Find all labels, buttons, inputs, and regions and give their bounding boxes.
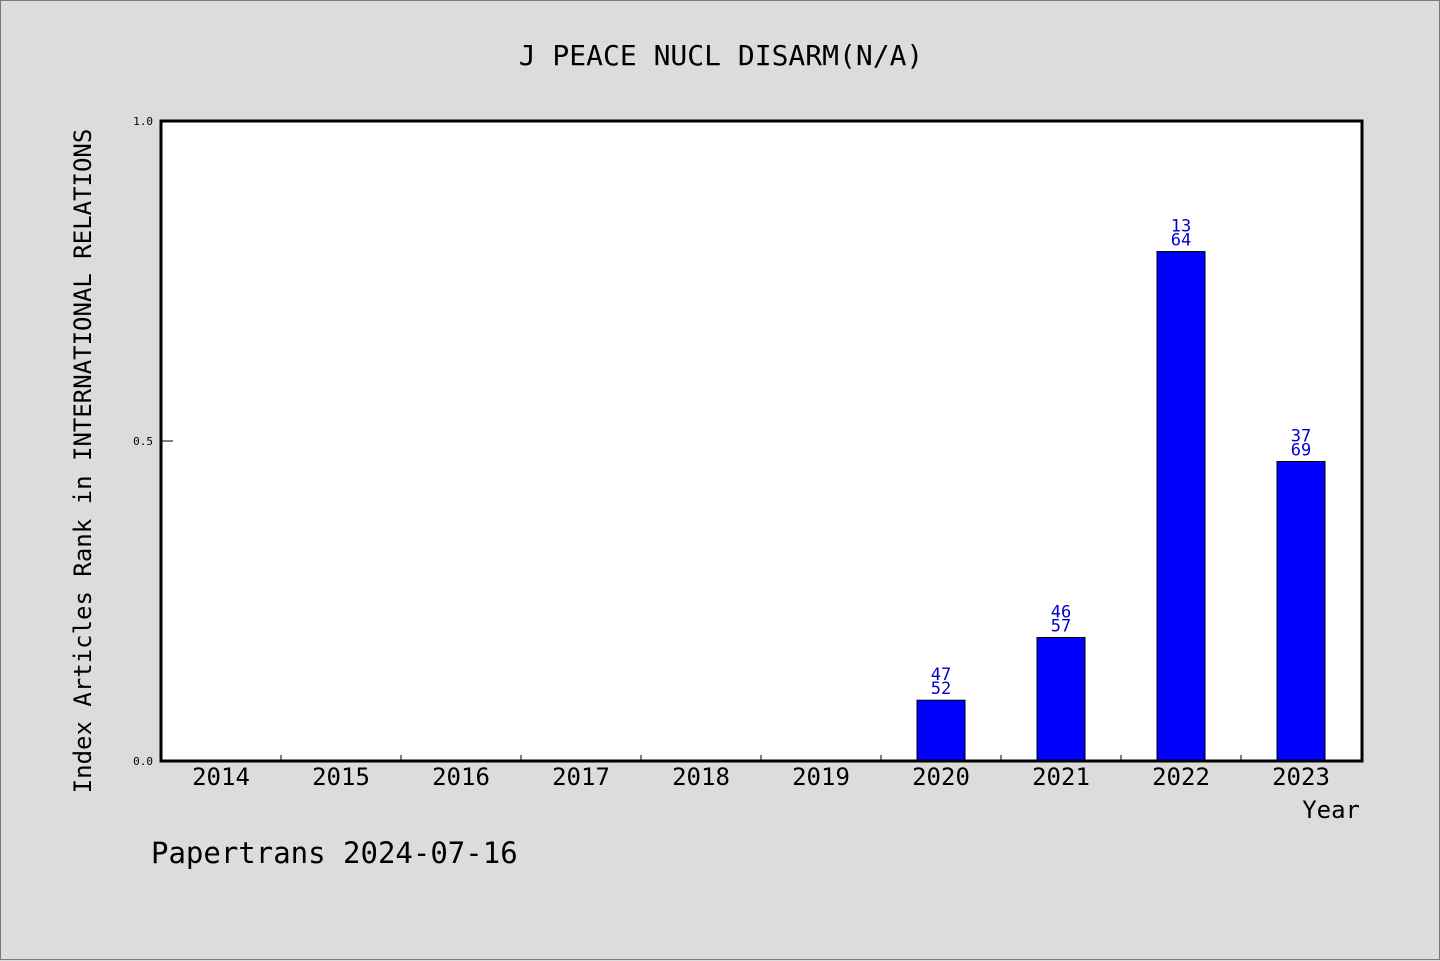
data-label-bottom: 52	[931, 679, 951, 699]
bar-2021	[1036, 636, 1086, 762]
x-tick-label: 2014	[192, 763, 250, 791]
x-tick-label: 2021	[1032, 763, 1090, 791]
x-tick-label: 2022	[1152, 763, 1210, 791]
data-label-bottom: 57	[1051, 616, 1071, 636]
data-label-top: 47	[931, 665, 951, 685]
y-tick-label: 0.0	[133, 755, 153, 768]
plot-frame	[159, 119, 1364, 763]
ticks-layer: 2014 2015 2016 2017 2018 2019 2020 2021 2022 2023…	[133, 115, 1330, 791]
chart-title: J PEACE NUCL DISARM(N/A)	[519, 39, 924, 72]
data-label-bottom: 64	[1171, 231, 1191, 251]
x-tick-label: 2016	[432, 763, 490, 791]
data-label-top: 13	[1171, 217, 1191, 237]
data-label-top: 37	[1291, 426, 1311, 446]
y-tick-label: 1.0	[133, 115, 153, 128]
y-tick-label: 0.5	[133, 435, 153, 448]
bar-2022	[1156, 251, 1206, 762]
y-axis-label: Index Articles Rank in INTERNATIONAL REL…	[69, 129, 97, 794]
x-tick-label: 2018	[672, 763, 730, 791]
x-tick-label: 2020	[912, 763, 970, 791]
x-tick-label: 2015	[312, 763, 370, 791]
footer-text: Papertrans 2024-07-16	[151, 836, 518, 870]
bar-2023	[1276, 460, 1326, 762]
x-tick-label: 2023	[1272, 763, 1330, 791]
x-tick-label: 2017	[552, 763, 610, 791]
data-label-top: 46	[1051, 602, 1071, 622]
x-tick-label: 2019	[792, 763, 850, 791]
x-axis-label: Year	[1302, 796, 1360, 824]
data-label-bottom: 69	[1291, 440, 1311, 460]
bar-2020	[916, 699, 966, 762]
